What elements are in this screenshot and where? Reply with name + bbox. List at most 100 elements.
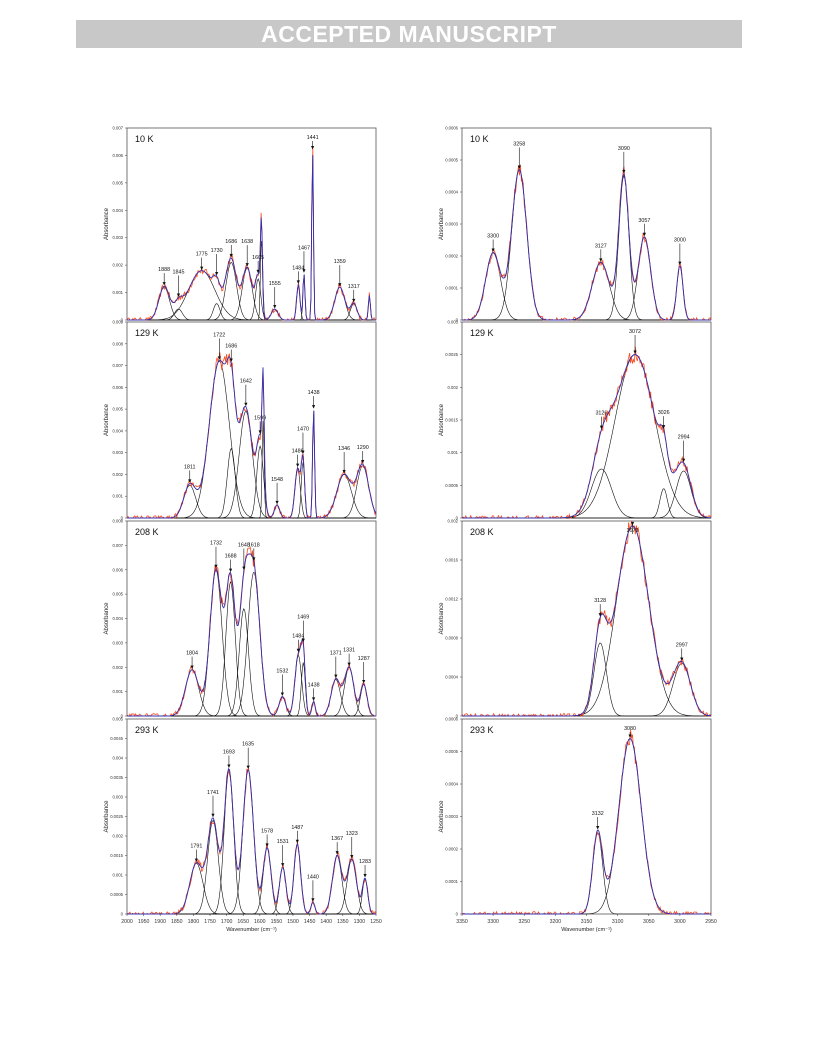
peak-label: 2994 xyxy=(678,435,690,441)
y-tick-label: 0.0016 xyxy=(445,558,458,563)
peak-label: 1730 xyxy=(211,248,223,254)
y-tick-label: 0.0002 xyxy=(445,254,458,259)
peak-arrowhead xyxy=(280,692,284,696)
y-tick-label: 0 xyxy=(456,714,459,719)
measured-spectrum xyxy=(126,547,376,718)
peak-label: 1732 xyxy=(210,541,222,547)
banner-text: ACCEPTED MANUSCRIPT xyxy=(261,21,557,47)
peak-arrowhead xyxy=(214,564,218,569)
measured-spectrum xyxy=(126,352,377,519)
peak-arrowhead xyxy=(252,557,256,561)
peak-label: 1648 xyxy=(238,543,250,549)
panel-frame xyxy=(126,127,377,321)
y-tick-label: 0.006 xyxy=(113,567,124,572)
peak-arrowhead xyxy=(596,826,600,830)
peak-arrowhead xyxy=(311,898,315,902)
peak-label: 2997 xyxy=(676,642,688,648)
x-tick-label: 1450 xyxy=(304,919,316,925)
y-tick-label: 0.0015 xyxy=(110,853,123,858)
manuscript-banner: ACCEPTED MANUSCRIPT xyxy=(76,20,742,48)
panel-title: 208 K xyxy=(135,527,159,537)
spectrum-panel: 0 0.0001 0.0002 0.0003 0.0004 0.0005 0.0006 Abs… xyxy=(439,717,717,934)
component-peak xyxy=(462,525,711,717)
component-peak xyxy=(127,467,376,519)
x-tick-label: 2950 xyxy=(705,919,717,925)
peak-arrowhead xyxy=(334,674,338,679)
y-tick-label: 0.002 xyxy=(448,385,459,390)
x-tick-label: 1750 xyxy=(204,919,216,925)
peak-arrowhead xyxy=(662,425,666,429)
y-tick-label: 0.006 xyxy=(113,153,124,158)
panel-title: 208 K xyxy=(470,527,494,537)
peak-label: 1888 xyxy=(158,267,170,273)
peak-arrowhead xyxy=(311,697,316,701)
peak-arrowhead xyxy=(599,258,603,262)
peak-arrowhead xyxy=(362,679,366,684)
fitted-spectrum xyxy=(127,767,376,915)
y-tick-label: 0.0006 xyxy=(445,717,458,722)
component-peak xyxy=(127,863,376,915)
spectrum-panel: 0 0.001 0.002 0.003 0.004 0.005 0.006 0.007 Abso… xyxy=(104,126,377,323)
peak-arrowhead xyxy=(211,813,215,818)
peak-label: 1331 xyxy=(343,648,355,654)
y-tick-label: 0.0008 xyxy=(445,636,458,641)
peak-label: 3132 xyxy=(592,811,604,817)
y-tick-label: 0.007 xyxy=(113,126,124,131)
component-peak xyxy=(127,410,376,519)
peak-arrowhead xyxy=(311,405,316,409)
y-tick-label: 0.0006 xyxy=(445,126,458,131)
y-tick-label: 0.005 xyxy=(113,180,124,185)
y-axis-label: Absorbance xyxy=(104,403,110,436)
peak-arrowhead xyxy=(598,613,602,617)
peak-arrowhead xyxy=(190,665,194,670)
y-tick-label: 0.0003 xyxy=(445,222,458,227)
component-peak xyxy=(127,859,376,915)
peak-label: 1599 xyxy=(254,415,266,421)
y-axis-label: Absorbance xyxy=(439,602,445,635)
peak-arrowhead xyxy=(227,764,231,768)
y-tick-label: 0.001 xyxy=(113,873,124,878)
peak-label: 1317 xyxy=(348,284,360,290)
peak-label: 1532 xyxy=(276,668,288,674)
peak-arrowhead xyxy=(176,293,181,297)
y-tick-label: 0.002 xyxy=(113,665,124,670)
y-tick-label: 0.002 xyxy=(448,519,459,524)
x-tick-label: 3100 xyxy=(612,919,624,925)
spectrum-panel: 0 0.0005 0.001 0.0015 0.002 0.0025 0.003 0.0035… xyxy=(104,717,382,934)
y-tick-label: 0.009 xyxy=(113,320,124,325)
peak-arrowhead xyxy=(200,266,204,271)
peak-label: 1804 xyxy=(186,651,198,657)
component-peak xyxy=(127,867,376,915)
peak-arrowhead xyxy=(265,843,269,847)
spectrum-panel: 0 0.0005 0.001 0.0015 0.002 0.0025 0.003 Absorb… xyxy=(439,320,712,521)
peak-arrowhead xyxy=(347,662,351,667)
peak-arrowhead xyxy=(517,165,521,169)
panel-title: 293 K xyxy=(135,725,159,735)
y-tick-label: 0.0004 xyxy=(445,675,458,680)
y-tick-label: 0 xyxy=(121,912,124,917)
component-peak xyxy=(127,420,376,519)
component-peak xyxy=(127,696,376,717)
peak-label: 1486 xyxy=(292,449,304,455)
y-tick-label: 0.0001 xyxy=(445,286,458,291)
panel-frame xyxy=(126,321,377,519)
component-peak xyxy=(127,572,376,717)
x-axis-label: Wavenumber (cm⁻¹) xyxy=(226,927,277,933)
y-tick-label: 0.001 xyxy=(448,450,459,455)
peak-arrowhead xyxy=(363,873,367,878)
peak-label: 1775 xyxy=(196,252,208,258)
peak-arrowhead xyxy=(215,272,219,276)
peak-arrowhead xyxy=(229,358,233,362)
x-axis-label: Wavenumber (cm⁻¹) xyxy=(561,927,612,933)
measured-spectrum xyxy=(461,729,712,916)
peak-label: 1578 xyxy=(261,828,273,834)
y-tick-label: 0.008 xyxy=(113,519,124,524)
peak-label: 1693 xyxy=(223,749,235,755)
peak-label: 1531 xyxy=(277,839,289,845)
peak-label: 1686 xyxy=(225,343,237,349)
peak-label: 1359 xyxy=(334,259,346,265)
panel-title: 10 K xyxy=(135,134,154,144)
panel-frame xyxy=(126,718,377,915)
peak-label: 1438 xyxy=(308,390,320,396)
panel-title: 293 K xyxy=(470,725,494,735)
